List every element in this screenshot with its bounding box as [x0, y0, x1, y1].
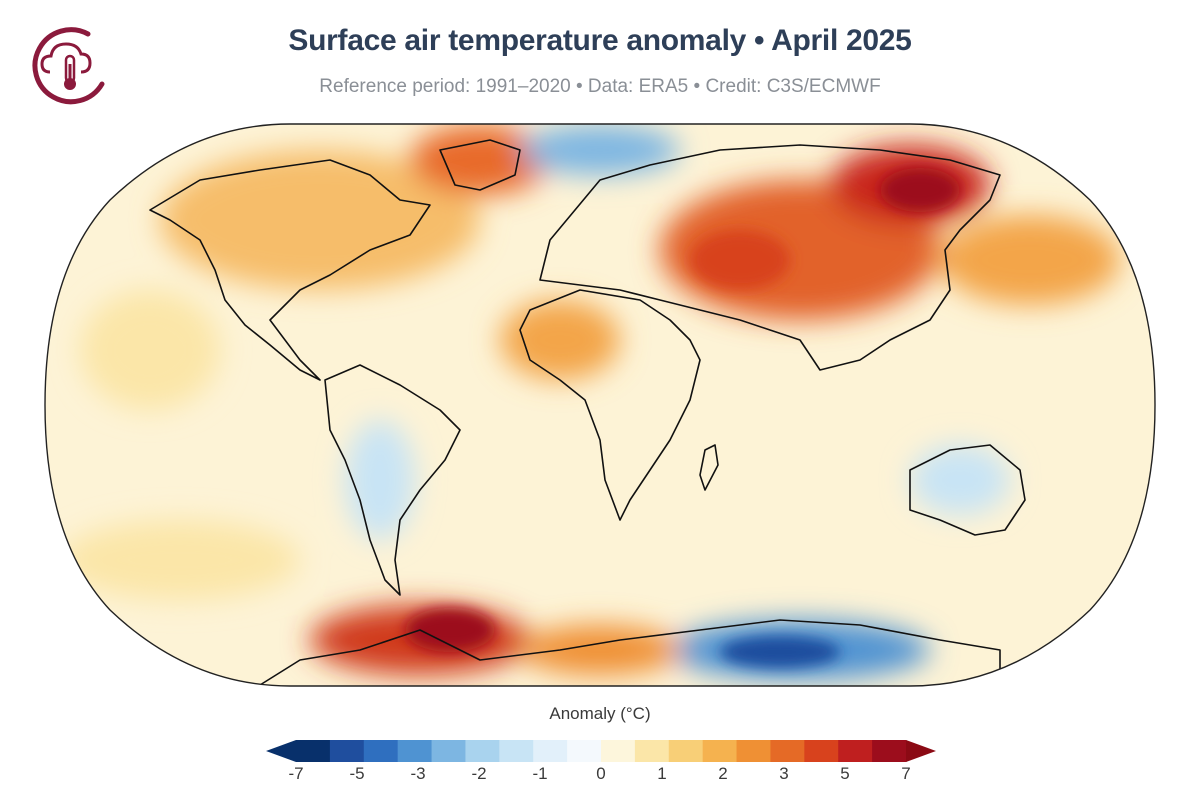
- colorbar-tick-label: -3: [410, 764, 426, 783]
- greenland-warm-area: [410, 125, 550, 195]
- east-pacific-warm-area: [80, 290, 220, 410]
- colorbar-tick-label: -5: [349, 764, 365, 783]
- north-america-outline: [149, 159, 431, 381]
- east-antarctica-peak: [720, 636, 840, 668]
- colorbar-bin: [702, 740, 738, 762]
- central-asia-peak: [690, 230, 790, 290]
- south-pacific-warm-area: [60, 520, 300, 600]
- colorbar-bin: [838, 740, 873, 762]
- colorbar-bin: [804, 740, 839, 762]
- globe-border: [44, 123, 1156, 687]
- madagascar-outline: [699, 444, 719, 491]
- colorbar-tick-label: 1: [657, 764, 667, 783]
- colorbar-bin: [770, 740, 805, 762]
- australia-outline: [909, 444, 1026, 536]
- siberia-peak: [880, 168, 960, 212]
- colorbar-bin: [736, 740, 771, 762]
- world-anomaly-map: [44, 123, 1156, 687]
- colorbar-bin: [397, 740, 433, 762]
- pacific-warm-area: [940, 215, 1120, 305]
- colorbar-tick-label: 5: [840, 764, 850, 783]
- colorbar-bin: [499, 740, 534, 762]
- colorbar-tick-label: 0: [596, 764, 606, 783]
- anomaly-field: [45, 124, 1155, 686]
- africa-outline: [519, 289, 701, 521]
- legend-title: Anomaly (°C): [549, 704, 651, 723]
- peninsula-peak: [405, 608, 495, 652]
- colorbar-bin: [296, 740, 331, 762]
- colorbar-bin: [329, 740, 365, 762]
- c3s-logo: [32, 27, 105, 105]
- colorbar-bin: [431, 740, 466, 762]
- colorbar-tick-label: -1: [532, 764, 548, 783]
- colorbar-low-arrow: [266, 740, 296, 762]
- colorbar-tick-label: -2: [471, 764, 487, 783]
- coastlines: [149, 139, 1026, 686]
- colorbar-bin: [533, 740, 568, 762]
- canada-warm-area: [160, 150, 480, 290]
- colorbar-bin: [601, 740, 636, 762]
- chart-title: Surface air temperature anomaly • April …: [288, 24, 912, 57]
- colorbar-bin: [668, 740, 704, 762]
- colorbar-tick-label: -7: [288, 764, 304, 783]
- europe-asia-outline: [539, 144, 1001, 371]
- colorbar-bin: [634, 740, 670, 762]
- colorbar-high-arrow: [906, 740, 936, 762]
- cloud-thermometer-icon: [32, 27, 105, 105]
- colorbar-tick-label: 2: [718, 764, 728, 783]
- south-america-outline: [324, 364, 461, 596]
- arctic-cool-area: [520, 125, 680, 175]
- colorbar-bin: [567, 740, 602, 762]
- colorbar-tick-label: 7: [901, 764, 911, 783]
- colorbar-tick-label: 3: [779, 764, 789, 783]
- greenland-outline: [439, 139, 521, 191]
- colorbar-bin: [363, 740, 399, 762]
- chart-subtitle: Reference period: 1991–2020 • Data: ERA5…: [319, 76, 881, 97]
- australia-cool-area: [910, 445, 1010, 515]
- colorbar-bin: [465, 740, 500, 762]
- colorbar-bin: [872, 740, 907, 762]
